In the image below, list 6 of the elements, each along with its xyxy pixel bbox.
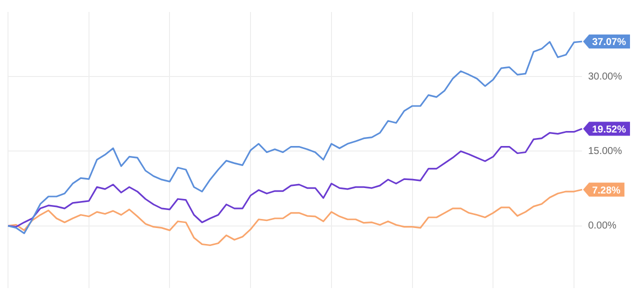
y-tick-label: 30.00% (588, 71, 622, 82)
data-label: 37.07% (592, 37, 626, 48)
y-tick-label: 0.00% (588, 220, 617, 232)
data-label: 7.28% (592, 185, 621, 196)
y-tick-label: 15.00% (588, 146, 622, 157)
data-label: 19.52% (592, 124, 626, 136)
